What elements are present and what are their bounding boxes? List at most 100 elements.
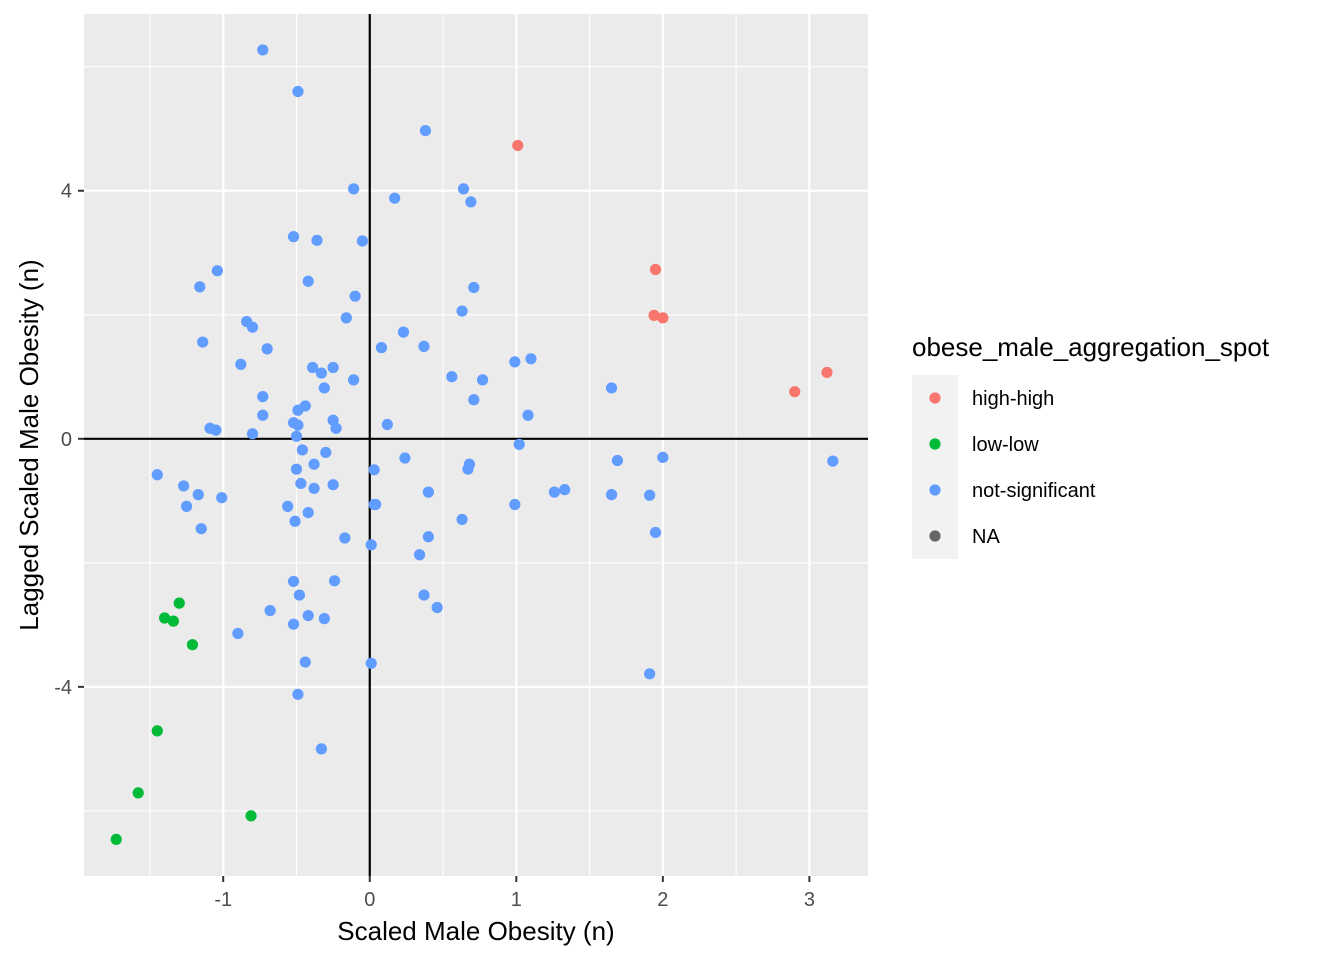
legend-entries: high-high low-low not-significant NA <box>929 388 1096 548</box>
point-not-significant <box>649 526 662 539</box>
point-not-significant <box>293 589 306 601</box>
point-not-significant <box>194 281 206 293</box>
data-points <box>110 44 839 846</box>
point-not-significant <box>292 688 304 700</box>
point-not-significant <box>365 657 377 669</box>
point-not-significant <box>282 500 294 512</box>
point-not-significant <box>290 430 303 442</box>
minor-gridlines <box>84 14 868 876</box>
point-not-significant <box>509 356 521 368</box>
point-not-significant <box>180 500 193 512</box>
point-not-significant <box>320 446 332 459</box>
point-not-significant <box>302 609 314 622</box>
y-tick-label: 4 <box>61 181 72 203</box>
point-not-significant <box>348 183 360 195</box>
point-not-significant <box>605 382 618 394</box>
point-not-significant <box>257 44 269 56</box>
point-not-significant <box>399 452 411 464</box>
point-not-significant <box>368 464 380 476</box>
point-not-significant <box>457 183 470 195</box>
point-not-significant <box>522 409 534 421</box>
x-tick-label: 2 <box>657 889 668 911</box>
point-not-significant <box>644 668 656 680</box>
legend-key-na <box>929 530 941 542</box>
point-not-significant <box>397 326 410 338</box>
point-not-significant <box>296 444 308 456</box>
point-not-significant <box>605 489 618 501</box>
point-not-significant <box>365 539 377 551</box>
point-not-significant <box>261 343 273 355</box>
point-not-significant <box>611 454 624 467</box>
point-not-significant <box>318 382 330 394</box>
point-not-significant <box>462 463 474 475</box>
point-not-significant <box>548 486 561 498</box>
point-not-significant <box>292 85 304 98</box>
point-not-significant <box>456 305 468 317</box>
point-not-significant <box>327 361 339 374</box>
point-not-significant <box>509 498 521 511</box>
point-not-significant <box>195 523 207 535</box>
point-not-significant <box>328 575 341 587</box>
legend-label-high-high: high-high <box>972 388 1054 410</box>
point-not-significant <box>375 342 388 354</box>
point-not-significant <box>349 290 361 302</box>
point-high-high <box>649 263 662 276</box>
point-not-significant <box>299 656 311 668</box>
point-high-high <box>512 139 524 152</box>
legend-label-na: NA <box>972 526 1000 548</box>
point-not-significant <box>151 469 163 481</box>
point-not-significant <box>287 575 300 588</box>
point-not-significant <box>327 479 339 491</box>
point-low-low <box>245 810 257 822</box>
point-not-significant <box>525 353 537 365</box>
point-not-significant <box>292 404 304 416</box>
point-not-significant <box>302 506 314 519</box>
point-not-significant <box>287 618 300 630</box>
point-not-significant <box>302 275 314 287</box>
point-not-significant <box>197 336 209 348</box>
point-low-low <box>110 833 122 846</box>
point-low-low <box>158 612 171 624</box>
point-not-significant <box>559 484 571 496</box>
point-not-significant <box>315 367 327 379</box>
y-axis-ticks: -4 0 4 <box>54 181 84 699</box>
point-not-significant <box>456 513 468 526</box>
legend-key-low-low <box>929 438 941 450</box>
point-not-significant <box>290 463 303 475</box>
point-not-significant <box>827 455 839 467</box>
point-low-low <box>186 639 199 651</box>
point-not-significant <box>465 196 477 208</box>
point-not-significant <box>315 743 327 755</box>
point-not-significant <box>339 532 351 544</box>
point-not-significant <box>287 231 300 243</box>
point-not-significant <box>308 482 320 495</box>
x-tick-label: -1 <box>214 889 232 911</box>
point-not-significant <box>257 409 269 421</box>
legend-key-background <box>912 375 958 559</box>
point-high-high <box>657 312 669 324</box>
point-not-significant <box>340 312 352 324</box>
point-not-significant <box>318 613 330 625</box>
point-not-significant <box>307 361 319 374</box>
legend-label-not-significant: not-significant <box>972 480 1096 502</box>
point-not-significant <box>211 265 223 277</box>
point-high-high <box>821 366 833 379</box>
point-not-significant <box>413 549 426 561</box>
point-not-significant <box>418 340 430 352</box>
point-high-high <box>648 309 660 321</box>
x-tick-label: 0 <box>364 889 375 911</box>
point-high-high <box>789 386 801 398</box>
y-axis-title: Lagged Scaled Male Obesity (n) <box>14 259 44 630</box>
point-low-low <box>151 725 163 737</box>
legend-label-low-low: low-low <box>972 434 1039 456</box>
point-not-significant <box>513 438 525 450</box>
point-not-significant <box>446 371 458 383</box>
x-axis-ticks: -1 0 1 2 3 <box>214 876 815 911</box>
legend: obese_male_aggregation_spot high-high low… <box>912 332 1270 559</box>
plot-panel <box>84 14 868 876</box>
point-not-significant <box>246 321 259 333</box>
point-low-low <box>167 615 179 627</box>
point-not-significant <box>257 391 269 403</box>
point-not-significant <box>468 394 480 406</box>
